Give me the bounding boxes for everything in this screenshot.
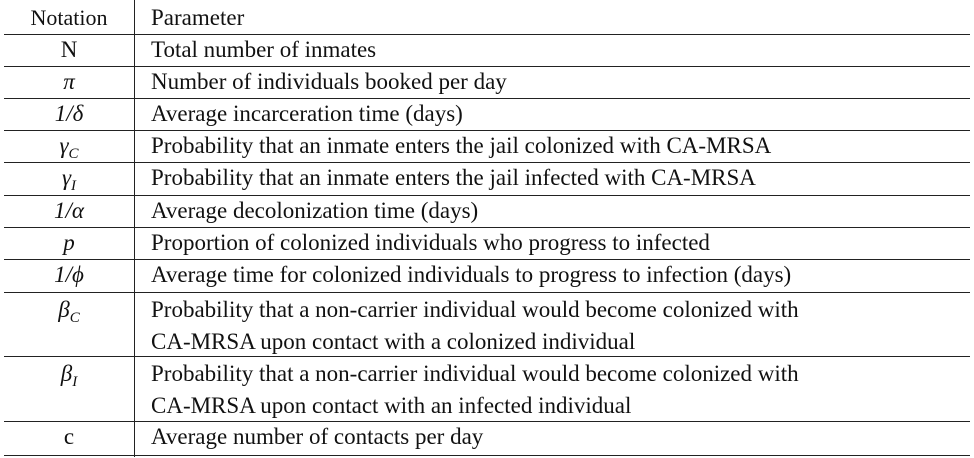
notation-cell: 1/δ — [54, 101, 84, 126]
header-rule — [4, 34, 970, 35]
parameter-cell: Proportion of colonized individuals who … — [151, 227, 966, 259]
parameter-line: Total number of inmates — [151, 37, 377, 62]
notation-cell: γC — [59, 133, 79, 162]
parameter-table: Notation Parameter N Total number of inm… — [4, 0, 970, 457]
parameter-line: Average time for colonized individuals t… — [151, 262, 792, 287]
table-row: 1/δ Average incarceration time (days) — [4, 98, 970, 130]
parameter-cell: Probability that a non-carrier individua… — [151, 358, 966, 422]
table-row: γI Probability that an inmate enters the… — [4, 162, 970, 194]
row-rule — [4, 66, 970, 67]
row-rule — [4, 421, 970, 422]
row-rule — [4, 195, 970, 196]
table-row: βC Probability that a non-carrier indivi… — [4, 294, 970, 356]
notation-cell: γI — [61, 165, 77, 194]
table-row: βI Probability that a non-carrier indivi… — [4, 358, 970, 420]
header-parameter: Parameter — [151, 5, 245, 30]
parameter-line: CA-MRSA upon contact with a colonized in… — [151, 329, 636, 354]
table-header-row: Notation Parameter — [4, 2, 970, 34]
bottom-rule — [4, 455, 970, 456]
parameter-line: Probability that a non-carrier individua… — [151, 297, 799, 322]
parameter-line: Average incarceration time (days) — [151, 101, 463, 126]
table-row: p Proportion of colonized individuals wh… — [4, 227, 970, 259]
table-row: 1/α Average decolonization time (days) — [4, 195, 970, 227]
row-rule — [4, 292, 970, 293]
parameter-line: Probability that an inmate enters the ja… — [151, 133, 772, 158]
notation-cell: βI — [60, 361, 78, 390]
parameter-line: Average decolonization time (days) — [151, 198, 479, 223]
parameter-line: Probability that an inmate enters the ja… — [151, 165, 756, 190]
parameter-line: CA-MRSA upon contact with an infected in… — [151, 393, 632, 418]
table-row: 1/ϕ Average time for colonized individua… — [4, 259, 970, 291]
row-rule — [4, 259, 970, 260]
notation-cell: 1/α — [54, 198, 84, 223]
parameter-cell: Number of individuals booked per day — [151, 66, 966, 98]
notation-cell: c — [63, 424, 75, 449]
row-rule — [4, 98, 970, 99]
row-rule — [4, 356, 970, 357]
table-row: N Total number of inmates — [4, 34, 970, 66]
parameter-cell: Total number of inmates — [151, 34, 966, 66]
row-rule — [4, 130, 970, 131]
row-rule — [4, 162, 970, 163]
parameter-cell: Average decolonization time (days) — [151, 195, 966, 227]
table-row: π Number of individuals booked per day — [4, 66, 970, 98]
notation-cell: p — [63, 230, 75, 255]
header-notation: Notation — [30, 5, 108, 30]
parameter-line: Number of individuals booked per day — [151, 69, 507, 94]
parameter-line: Probability that a non-carrier individua… — [151, 361, 799, 386]
notation-cell: βC — [58, 297, 80, 326]
table-row: c Average number of contacts per day — [4, 421, 970, 453]
parameter-cell: Probability that a non-carrier individua… — [151, 294, 966, 358]
column-divider — [134, 0, 135, 457]
parameter-cell: Probability that an inmate enters the ja… — [151, 162, 966, 194]
parameter-line: Proportion of colonized individuals who … — [151, 230, 710, 255]
notation-cell: π — [63, 69, 75, 94]
parameter-cell: Average incarceration time (days) — [151, 98, 966, 130]
parameter-cell: Probability that an inmate enters the ja… — [151, 130, 966, 162]
parameter-cell: Average time for colonized individuals t… — [151, 259, 966, 291]
parameter-cell: Average number of contacts per day — [151, 421, 966, 453]
table-row: γC Probability that an inmate enters the… — [4, 130, 970, 162]
row-rule — [4, 227, 970, 228]
parameter-line: Average number of contacts per day — [151, 424, 484, 449]
notation-cell: 1/ϕ — [54, 262, 84, 287]
notation-cell: N — [60, 37, 78, 62]
